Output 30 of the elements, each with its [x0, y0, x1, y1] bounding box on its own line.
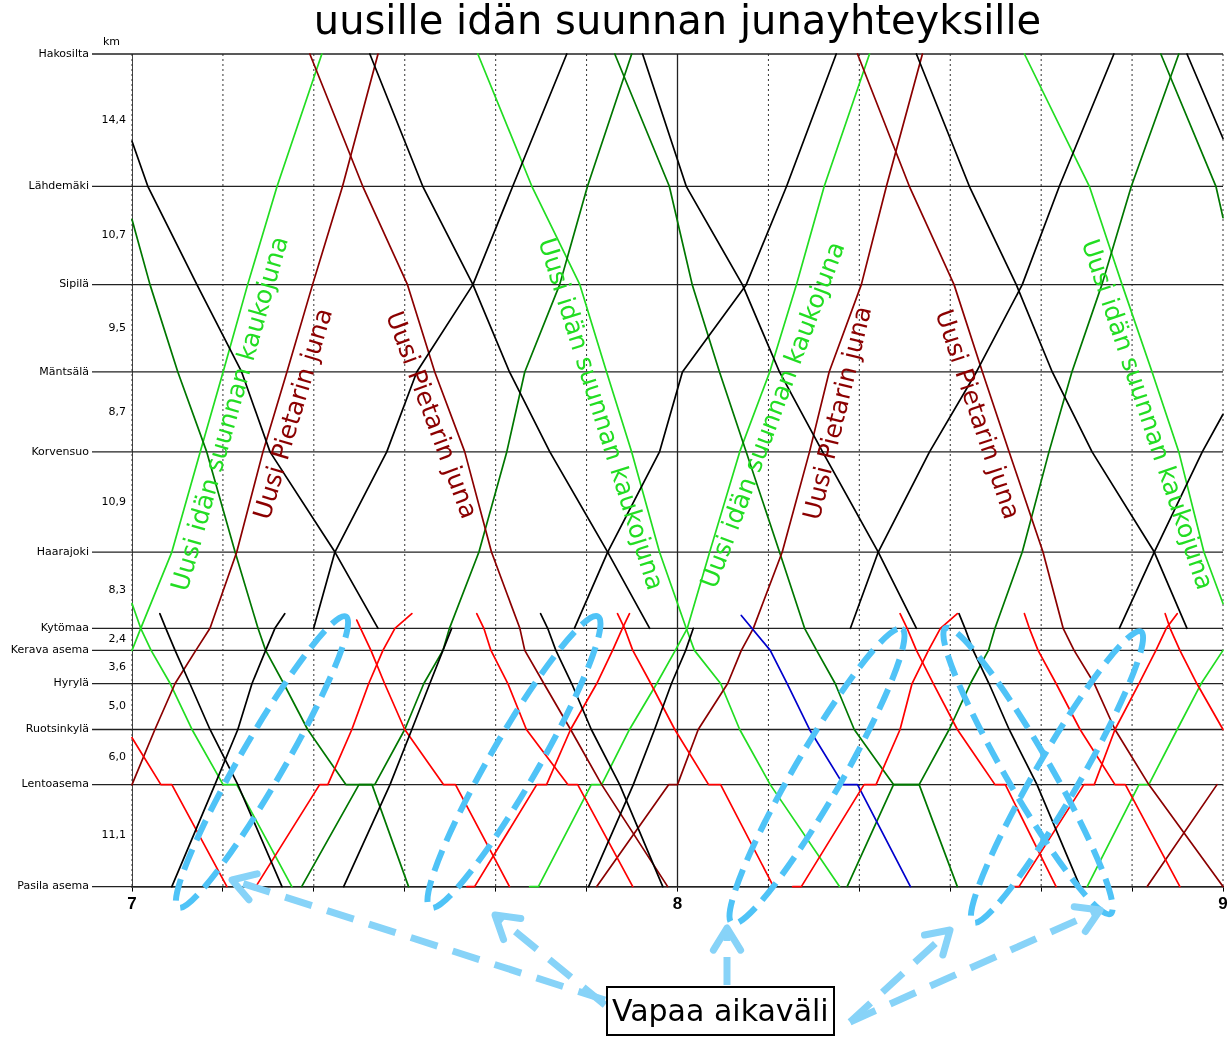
x-tick-label: 7 [127, 894, 137, 914]
ref-line-label: Lähdemäki [28, 179, 89, 193]
text: 8,7 [108, 404, 126, 418]
ref-line-label: Hyrylä [53, 676, 89, 690]
text: Vapaa aikaväli [606, 986, 835, 1036]
text: 2,4 [108, 632, 126, 646]
text: 3,6 [108, 659, 126, 673]
ref-line-label: Hakosilta [38, 46, 89, 60]
ref-line-label: Kytömaa [40, 621, 89, 635]
chart-title: uusille idän suunnan junayhteyksille [313, 0, 1042, 44]
x-tick-label: 8 [672, 894, 683, 914]
ref-line-label: Haarajoki [36, 544, 89, 558]
text: 6,0 [108, 749, 126, 763]
text: 11,1 [101, 828, 126, 842]
ref-line-label: Korvensuo [31, 444, 90, 458]
text: 10,7 [101, 228, 126, 242]
ref-line-label: Mäntsälä [39, 364, 89, 378]
ref-line-label: Kerava asema [10, 643, 89, 657]
ref-line-label: Pasila asema [17, 879, 89, 893]
ref-line-label: Ruotsinkylä [25, 722, 89, 736]
text: 9,5 [108, 321, 126, 335]
text: 5,0 [108, 699, 126, 713]
text: 10,9 [101, 494, 126, 508]
ref-line-label: Sipilä [59, 277, 89, 291]
ref-line-label: Lentoasema [21, 777, 89, 791]
x-tick-label: 9 [1218, 894, 1228, 914]
text: Uusi Pietarin juna [929, 305, 1027, 523]
y-axis-title: km [102, 35, 120, 49]
text: 8,3 [108, 583, 126, 597]
text: 14,4 [101, 113, 126, 127]
